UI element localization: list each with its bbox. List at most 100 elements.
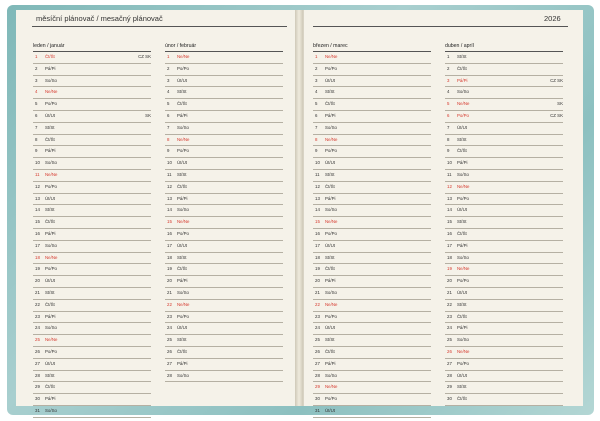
day-row: 22 Ne/Ne xyxy=(165,300,283,312)
weekday-label: Út/Ut xyxy=(45,360,56,366)
day-row: 13 Pá/Pi xyxy=(313,194,431,206)
weekday-label: So/So xyxy=(45,325,57,331)
day-row: 29 St/St xyxy=(445,382,563,395)
day-number: 24 xyxy=(167,325,172,331)
day-row: 26 Po/Po xyxy=(33,347,151,359)
weekday-label: St/St xyxy=(177,337,187,343)
weekday-label: Pá/Pi xyxy=(177,112,188,118)
day-number: 30 xyxy=(447,396,452,402)
day-number: 15 xyxy=(447,219,452,225)
day-row: 13 Út/Ut xyxy=(33,194,151,206)
weekday-label: St/St xyxy=(325,254,335,260)
day-number: 17 xyxy=(315,242,320,248)
weekday-label: Ne/Ne xyxy=(45,337,58,343)
day-number: 12 xyxy=(447,183,452,189)
day-number: 9 xyxy=(315,148,318,154)
day-row: 30 Po/Po xyxy=(313,394,431,406)
day-number: 7 xyxy=(35,124,38,130)
weekday-label: Ne/Ne xyxy=(457,183,470,189)
weekday-label: Čt/Št xyxy=(325,266,335,272)
day-row: 7 St/St xyxy=(33,123,151,135)
day-number: 3 xyxy=(167,77,170,83)
weekday-label: Ne/Ne xyxy=(177,301,190,307)
weekday-label: Út/Ut xyxy=(177,77,188,83)
day-row: 16 Čt/Št xyxy=(445,229,563,241)
weekday-label: St/St xyxy=(457,54,467,59)
day-number: 23 xyxy=(35,313,40,319)
month-january: leden / január 1 Čt/Št CZ SK 2 Pá/Pi 3 So/So 4 N… xyxy=(33,42,151,418)
holiday-country-note: SK xyxy=(557,101,563,107)
weekday-label: So/So xyxy=(177,372,189,378)
month-title: leden / január xyxy=(33,42,151,52)
holiday-country-note: SK xyxy=(145,112,151,118)
day-list: 1 St/St 2 Čt/Št 3 Pá/Pi CZ SK 4 So/So 5 Ne/Ne SK 6 Po… xyxy=(445,52,563,406)
weekday-label: Ne/Ne xyxy=(325,384,338,390)
weekday-label: Čt/Št xyxy=(325,183,335,189)
day-number: 26 xyxy=(447,348,452,354)
day-number: 6 xyxy=(167,112,170,118)
weekday-label: So/So xyxy=(457,254,469,260)
weekday-label: Út/Ut xyxy=(325,160,336,166)
day-row: 9 Po/Po xyxy=(165,146,283,159)
weekday-label: Út/Ut xyxy=(457,124,468,130)
day-number: 13 xyxy=(447,195,452,201)
weekday-label: Út/Ut xyxy=(177,325,188,331)
day-row: 12 Po/Po xyxy=(33,182,151,194)
day-number: 10 xyxy=(315,160,320,166)
day-row: 10 So/So xyxy=(33,158,151,170)
weekday-label: Út/Ut xyxy=(325,242,336,248)
day-number: 26 xyxy=(167,348,172,354)
day-row: 26 Ne/Ne xyxy=(445,347,563,359)
day-row: 7 Út/Ut xyxy=(445,123,563,135)
day-row: 11 Ne/Ne xyxy=(33,170,151,182)
day-row: 24 Út/Ut xyxy=(313,323,431,336)
day-number: 30 xyxy=(315,396,320,402)
weekday-label: So/So xyxy=(325,289,337,295)
day-row: 8 Čt/Št xyxy=(33,135,151,147)
day-number: 28 xyxy=(35,372,40,378)
day-row: 21 So/So xyxy=(165,288,283,300)
day-number: 22 xyxy=(447,301,452,307)
day-number: 27 xyxy=(447,360,452,366)
weekday-label: Čt/Št xyxy=(45,54,55,59)
day-number: 14 xyxy=(167,207,172,213)
day-number: 8 xyxy=(447,136,450,142)
day-row: 15 Ne/Ne xyxy=(165,217,283,229)
day-number: 14 xyxy=(315,207,320,213)
month-title: duben / apríl xyxy=(445,42,563,52)
day-row: 27 Pá/Pi xyxy=(313,359,431,371)
right-page xyxy=(303,10,583,406)
day-row: 22 Čt/Št xyxy=(33,300,151,312)
day-row: 19 Ne/Ne xyxy=(445,264,563,277)
day-list: 1 Čt/Št CZ SK 2 Pá/Pi 3 So/So 4 Ne/Ne 5 Po/Po 6 Út/U… xyxy=(33,52,151,418)
day-number: 15 xyxy=(167,219,172,225)
day-row: 30 Čt/Št xyxy=(445,394,563,406)
weekday-label: St/St xyxy=(177,171,187,177)
day-row: 25 Ne/Ne xyxy=(33,335,151,347)
day-number: 26 xyxy=(315,348,320,354)
weekday-label: Út/Ut xyxy=(177,242,188,248)
day-row: 18 St/St xyxy=(313,253,431,265)
day-row: 31 Út/Ut xyxy=(313,406,431,418)
day-number: 25 xyxy=(447,337,452,343)
day-row: 30 Pá/Pi xyxy=(33,394,151,406)
weekday-label: Pá/Pi xyxy=(325,112,336,118)
header-rule-left xyxy=(32,26,287,27)
day-row: 11 So/So xyxy=(445,170,563,182)
day-number: 5 xyxy=(315,101,318,107)
day-number: 16 xyxy=(35,230,40,236)
day-number: 9 xyxy=(35,148,38,154)
weekday-label: Po/Po xyxy=(325,313,337,319)
day-number: 1 xyxy=(167,54,170,59)
day-number: 28 xyxy=(315,372,320,378)
day-number: 11 xyxy=(447,171,452,177)
day-number: 31 xyxy=(315,407,320,413)
day-row: 28 So/So xyxy=(313,371,431,383)
weekday-label: Ne/Ne xyxy=(177,136,190,142)
day-number: 9 xyxy=(447,148,450,154)
day-number: 2 xyxy=(447,65,450,71)
day-row: 12 Čt/Št xyxy=(313,182,431,194)
day-row: 15 St/St xyxy=(445,217,563,229)
day-row: 2 Po/Po xyxy=(165,64,283,76)
year-label: 2026 xyxy=(544,14,561,23)
